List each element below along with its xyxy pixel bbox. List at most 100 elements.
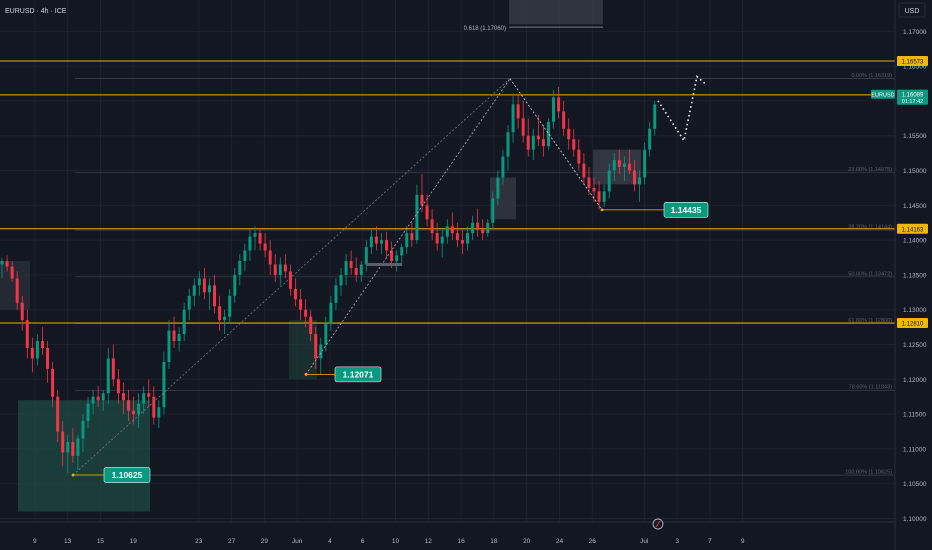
time-axis[interactable]: 9 13 15 19 23 27 29 Jun 4 6 10 12 16 18 20 24 26 Jul 3 7 9 <box>33 538 745 545</box>
x-tick-label: 20 <box>523 538 531 545</box>
candle-body <box>314 334 318 359</box>
candle-body <box>420 194 424 206</box>
candle-body <box>40 341 44 348</box>
candle-body <box>385 240 389 251</box>
y-tick-label: 1.12000 <box>903 377 927 384</box>
candle-body <box>238 261 242 275</box>
candle-body <box>445 226 449 237</box>
candle-body <box>400 247 404 256</box>
replay-icon[interactable] <box>652 518 664 530</box>
x-tick-label: 19 <box>130 538 138 545</box>
y-tick-label: 1.10500 <box>903 481 927 488</box>
candle-body <box>476 222 480 230</box>
candle-body <box>142 393 146 404</box>
currency-button[interactable] <box>898 2 926 18</box>
candle-body <box>546 121 550 147</box>
y-tick-label: 1.15500 <box>903 133 927 140</box>
candle-body <box>309 316 313 335</box>
candle-body <box>562 111 566 129</box>
swing-label-text: 1.12071 <box>343 369 374 379</box>
candle-body <box>486 222 490 234</box>
candle-body <box>648 128 652 150</box>
candle-body <box>202 278 206 293</box>
current-price-countdown: 01:17:42 <box>902 99 923 105</box>
fib-levels: 0.00% (1.16319) 23.60% (1.14975) 38.20% (1… <box>75 73 895 476</box>
x-tick-label: 7 <box>708 538 712 545</box>
level-price-tag <box>897 56 928 67</box>
candle-body <box>147 393 151 397</box>
candle-body <box>622 163 626 168</box>
candle-body <box>531 135 535 150</box>
swing-point <box>304 372 308 376</box>
candle-body <box>213 285 217 307</box>
x-tick-label: 16 <box>457 538 465 545</box>
candle-body <box>35 341 39 359</box>
candle-body <box>152 396 156 418</box>
candle-body <box>567 128 571 140</box>
candle-body <box>91 396 95 404</box>
candle-body <box>192 285 196 296</box>
fib-extension-zone <box>509 0 603 25</box>
candle-body <box>20 302 24 321</box>
candle-body <box>0 261 4 265</box>
candle-body <box>101 393 105 401</box>
candle-body <box>319 344 323 359</box>
candle-body <box>557 97 561 112</box>
candle-body <box>344 261 348 275</box>
candle-body <box>607 170 611 192</box>
grid-lines <box>0 0 895 522</box>
swing-line-2 <box>509 78 603 211</box>
candle-body <box>633 170 636 185</box>
candle-body <box>10 266 14 279</box>
candle-body <box>30 348 34 359</box>
candle-body <box>526 135 530 150</box>
candle-body <box>51 368 55 397</box>
candle-body <box>627 163 631 171</box>
candle-body <box>56 396 60 432</box>
candle-body <box>390 250 394 261</box>
candle-body <box>116 379 120 394</box>
x-tick-label: 29 <box>261 538 269 545</box>
x-tick-label: 9 <box>33 538 37 545</box>
candle-body <box>66 441 70 453</box>
swing-label-box <box>334 366 382 383</box>
candle-body <box>299 299 303 310</box>
y-tick-label: 1.13500 <box>903 272 927 279</box>
candle-body <box>460 240 464 244</box>
candle-body <box>380 240 383 244</box>
candle-body <box>455 233 459 241</box>
candle-body <box>466 233 470 244</box>
fib-label: 78.60% (1.11843) <box>849 385 892 391</box>
candle-body <box>536 135 540 140</box>
candle-body <box>127 400 130 411</box>
candle-body <box>248 236 252 251</box>
candle-body <box>187 295 191 310</box>
candle-body <box>653 104 657 129</box>
candle-body <box>374 236 378 244</box>
y-tick-label: 1.11500 <box>903 412 926 419</box>
candle-body <box>369 236 373 248</box>
candle-body <box>132 410 136 415</box>
y-tick-label: 1.12500 <box>903 342 927 349</box>
candle-body <box>268 250 272 265</box>
candle-body <box>511 104 515 133</box>
candle-body <box>61 431 65 453</box>
candle-body <box>86 403 90 422</box>
projection-path <box>657 75 706 143</box>
candle-body <box>440 236 444 244</box>
candle-body <box>253 233 257 237</box>
candle-body <box>243 250 247 261</box>
candle-body <box>223 316 227 321</box>
x-tick-label: 15 <box>97 538 105 545</box>
candle-body <box>415 194 419 241</box>
candle-body <box>162 361 166 408</box>
fib-extension-label: 0.618 (1.17060) <box>464 26 506 32</box>
candle-body <box>471 222 475 234</box>
candle-body <box>359 264 363 275</box>
supply-zone-left <box>0 261 30 310</box>
candle-body <box>137 403 141 415</box>
level-price-text: 1.12810 <box>902 321 924 327</box>
candle-body <box>587 177 591 188</box>
symbol-tag-text: EURUSD <box>871 93 894 99</box>
